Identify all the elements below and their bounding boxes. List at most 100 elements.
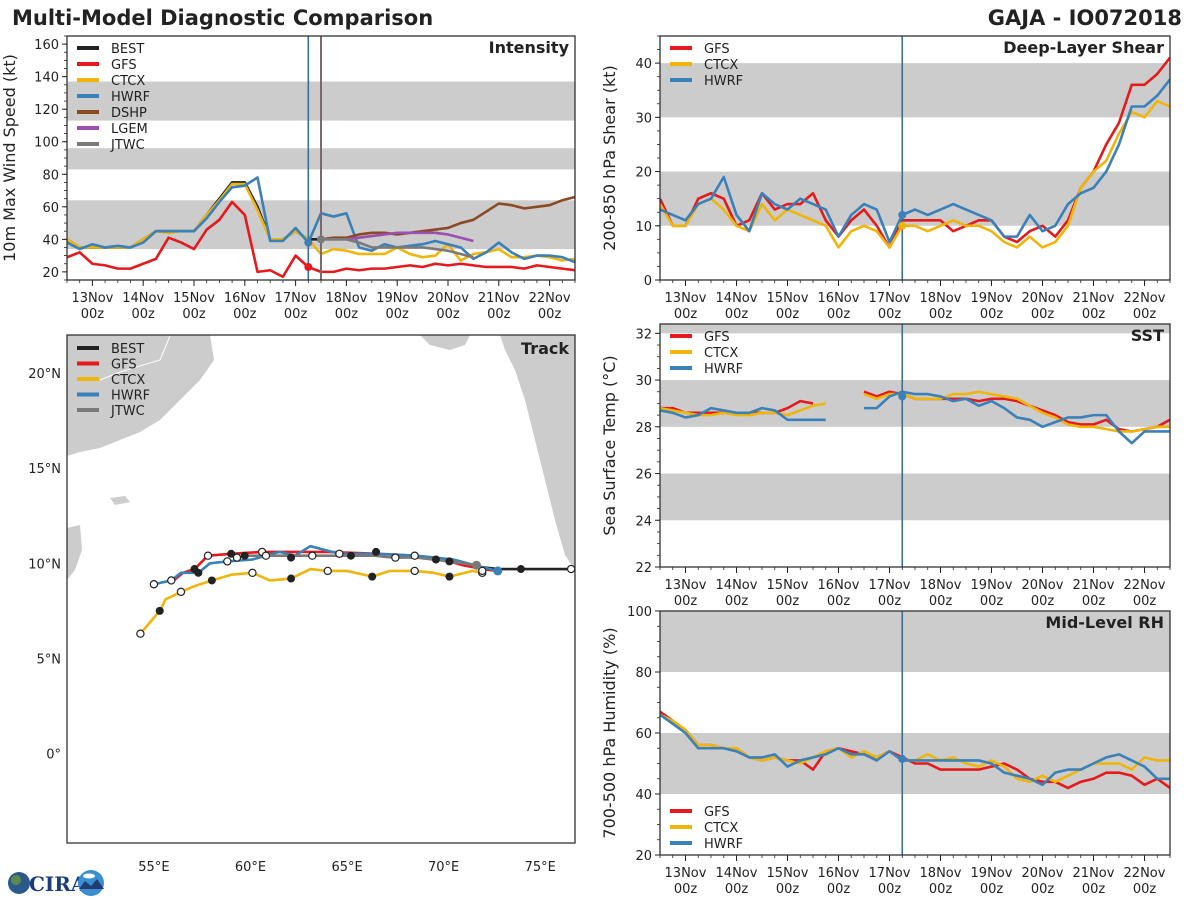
- x-tick-label: 19Nov: [971, 291, 1013, 306]
- track-point-open: [149, 580, 159, 589]
- track-point-open: [136, 629, 145, 638]
- socotra: [110, 496, 130, 505]
- x-tick-label: 00z: [725, 594, 749, 609]
- x-tick-label: 00z: [929, 307, 953, 322]
- y-tick-label: 5°N: [37, 652, 62, 667]
- x-tick-label: 00z: [776, 594, 800, 609]
- x-tick-label: 22Nov: [529, 291, 571, 306]
- x-tick-label: 00z: [674, 882, 698, 897]
- x-tick-label: 13Nov: [71, 291, 113, 306]
- x-tick-label: 16Nov: [224, 291, 266, 306]
- x-tick-label: 00z: [674, 594, 698, 609]
- y-tick-label: 60: [42, 201, 59, 216]
- marker-hwrf: [304, 238, 313, 247]
- x-tick-label: 20Nov: [427, 291, 469, 306]
- track-point-open: [478, 566, 487, 576]
- x-tick-label: 00z: [827, 594, 851, 609]
- x-tick-label: 00z: [776, 882, 800, 897]
- x-tick-label: 00z: [1133, 594, 1157, 609]
- y-axis-label: Sea Surface Temp (°C): [600, 355, 619, 535]
- y-tick-label: 100: [34, 136, 59, 151]
- y-tick-label: 28: [635, 421, 652, 436]
- x-tick-label: 13Nov: [665, 866, 707, 881]
- x-tick-label: 00z: [1031, 882, 1055, 897]
- y-tick-label: 32: [635, 327, 652, 342]
- legend-label-gfs: GFS: [704, 330, 730, 345]
- x-tick-label: 00z: [182, 307, 206, 322]
- track-point-filled: [346, 551, 355, 560]
- track-point-open: [261, 551, 271, 560]
- track-point-filled: [516, 565, 525, 574]
- series-line-dshp: [320, 195, 575, 241]
- y-tick-label: 20: [635, 849, 652, 864]
- y-tick-label: 160: [34, 38, 59, 53]
- x-tick-label: 00z: [1031, 594, 1055, 609]
- legend-label-gfs: GFS: [704, 805, 730, 820]
- series-line-hwrf: [660, 406, 826, 422]
- x-tick-label: 00z: [827, 307, 851, 322]
- x-tick-label: 00z: [1133, 307, 1157, 322]
- track-line-ctcx: [139, 567, 483, 635]
- panel-rh: 2040608010013Nov00z14Nov00z15Nov00z16Nov…: [600, 605, 1171, 897]
- track-point-filled: [207, 576, 216, 585]
- x-tick-label: 00z: [980, 594, 1004, 609]
- x-tick-label: 00z: [827, 882, 851, 897]
- series-line-hwrf: [864, 390, 1170, 445]
- x-tick-label: 22Nov: [1124, 866, 1166, 881]
- x-tick-label: 18Nov: [920, 291, 962, 306]
- x-tick-label: 00z: [284, 307, 308, 322]
- track-point-open: [308, 551, 317, 560]
- legend-label-jtwc: JTWC: [110, 138, 145, 153]
- y-tick-label: 26: [635, 468, 652, 483]
- x-tick-label: 00z: [776, 307, 800, 322]
- y-tick-label: 20°N: [28, 367, 61, 382]
- x-tick-label: 00z: [1082, 307, 1106, 322]
- x-tick-label: 00z: [980, 307, 1004, 322]
- series-line-hwrf: [660, 713, 1170, 787]
- y-axis-label: 200-850 hPa Shear (kt): [600, 65, 619, 251]
- y-tick-label: 120: [34, 103, 59, 118]
- shaded-band: [660, 63, 1170, 118]
- x-tick-label: 18Nov: [920, 578, 962, 593]
- track-point-open: [248, 568, 257, 578]
- track-point-open: [232, 553, 242, 562]
- x-tick-label: 55°E: [138, 860, 169, 875]
- land-masses: [67, 335, 575, 580]
- plot-frame: [659, 35, 1171, 281]
- legend-label-ctcx: CTCX: [704, 821, 738, 836]
- y-tick-label: 140: [34, 71, 59, 86]
- track-point-filled: [194, 568, 203, 577]
- series-line-ctcx: [660, 99, 1170, 249]
- storm-id: GAJA - IO072018: [987, 6, 1182, 30]
- panel-intensity: 2040608010012014016013Nov00z14Nov00z15No…: [0, 35, 576, 322]
- shaded-band: [660, 611, 1170, 672]
- y-tick-label: 10°N: [28, 557, 61, 572]
- x-tick-label: 00z: [487, 307, 511, 322]
- x-tick-label: 14Nov: [716, 866, 758, 881]
- panel-title: Mid-Level RH: [1045, 613, 1164, 632]
- legend-label-ctcx: CTCX: [704, 346, 738, 361]
- legend-label-lgem: LGEM: [111, 122, 148, 137]
- x-tick-label: 13Nov: [665, 291, 707, 306]
- y-tick-label: 30: [635, 111, 652, 126]
- panel-title: SST: [1131, 326, 1164, 345]
- x-tick-label: 15Nov: [767, 578, 809, 593]
- marker-gfs: [304, 262, 313, 271]
- y-tick-label: 20: [42, 266, 59, 281]
- x-tick-label: 00z: [81, 307, 105, 322]
- legend-label-dshp: DSHP: [111, 106, 147, 121]
- track-point-filled: [445, 557, 454, 566]
- track-point-filled: [227, 549, 236, 558]
- x-tick-label: 18Nov: [325, 291, 367, 306]
- legend-label-best: BEST: [111, 42, 144, 57]
- legend-label-hwrf: HWRF: [704, 362, 743, 377]
- x-tick-label: 21Nov: [1073, 866, 1115, 881]
- plot-frame: [66, 334, 576, 844]
- track-point-filled: [287, 574, 296, 583]
- track-point-open: [167, 576, 176, 585]
- jtwc-position-marker: [471, 560, 481, 570]
- x-tick-label: 00z: [878, 307, 902, 322]
- x-tick-label: 19Nov: [971, 866, 1013, 881]
- legend-label-hwrf: HWRF: [111, 90, 150, 105]
- shaded-band: [660, 171, 1170, 226]
